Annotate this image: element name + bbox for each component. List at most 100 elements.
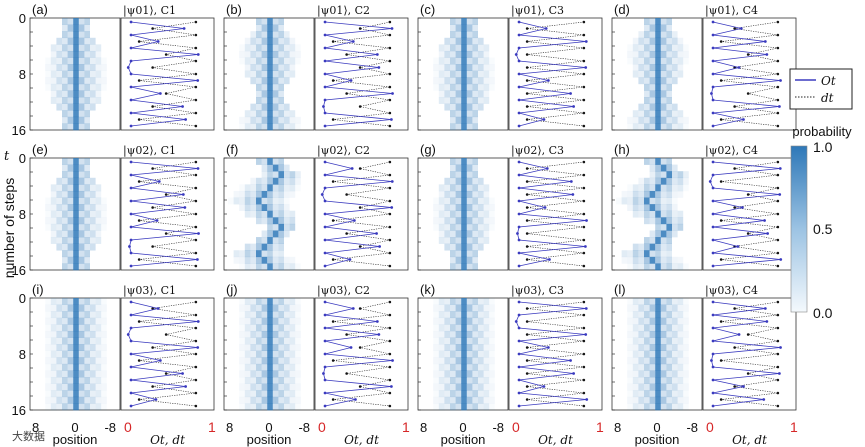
heatmap-cell (649, 317, 656, 325)
heatmap-cell (95, 77, 102, 85)
heatmap-cell (50, 230, 57, 238)
heatmap-cell (455, 377, 462, 384)
heatmap-cell (90, 204, 96, 212)
heatmap-cell (450, 357, 456, 365)
panel-state-label: |ψ03⟩, C4 (705, 284, 758, 298)
heatmap-cell (433, 198, 439, 205)
data-point-d (151, 206, 154, 209)
heatmap-cell (78, 317, 85, 325)
panel-label: (f) (226, 142, 238, 157)
heatmap-cell (73, 31, 79, 39)
heatmap-cell (644, 123, 650, 131)
heatmap-cell (50, 396, 57, 404)
heatmap-cell (444, 383, 450, 391)
heatmap-cell (683, 171, 689, 179)
heatmap-cell (450, 123, 456, 131)
data-point-d (151, 105, 154, 108)
heatmap-cell (95, 317, 102, 325)
heatmap-cell (278, 18, 284, 25)
heatmap-cell (644, 337, 650, 345)
heatmap-cell (73, 184, 79, 192)
heatmap-cell (250, 390, 256, 398)
data-point-d (582, 378, 586, 382)
heatmap-cell (256, 324, 262, 332)
heatmap-cell (627, 50, 633, 58)
heatmap-cell (644, 311, 650, 319)
heatmap-cell (284, 171, 290, 179)
heatmap-cell (489, 204, 495, 212)
heatmap-cell (450, 31, 456, 39)
heatmap-cell (450, 70, 456, 78)
heatmap-cell (466, 337, 473, 345)
heatmap-cell (56, 77, 62, 85)
heatmap-cell (655, 50, 661, 58)
heatmap-cell (666, 304, 672, 312)
heatmap-cell (478, 37, 484, 45)
heatmap-cell (62, 350, 68, 358)
heatmap-cell (73, 158, 79, 165)
heatmap-cell (261, 324, 268, 332)
heatmap-cell (62, 304, 68, 312)
heatmap-cell (455, 158, 462, 165)
heatmap-cell (272, 164, 279, 172)
data-point-d (388, 339, 392, 343)
heatmap-cell (444, 377, 450, 384)
heatmap-cell (45, 77, 51, 85)
heatmap-cell (672, 223, 678, 231)
heatmap-cell (239, 250, 245, 258)
heatmap-cell (250, 177, 256, 185)
heatmap-cell (461, 44, 467, 52)
heatmap-cell (649, 184, 656, 192)
heatmap-cell (660, 317, 667, 325)
heatmap-cell (655, 357, 661, 365)
data-point-d (388, 85, 392, 89)
heatmap-cell (272, 177, 279, 185)
heatmap-cell (289, 311, 296, 319)
heatmap-cell (672, 171, 678, 179)
heatmap-cell (683, 370, 689, 378)
heatmap-cell (660, 90, 667, 98)
heatmap-cell (655, 223, 661, 231)
heatmap-cell (95, 344, 102, 352)
heatmap-cell (261, 64, 268, 72)
heatmap-cell (90, 304, 96, 312)
heatmap-cell (649, 390, 656, 398)
heatmap-cell (267, 263, 273, 271)
heatmap-cell (45, 58, 51, 65)
heatmap-cell (289, 350, 296, 358)
heatmap-cell (45, 224, 51, 231)
data-point-d (137, 320, 141, 323)
heatmap-cell (677, 177, 684, 185)
heatmap-cell (683, 177, 689, 185)
heatmap-cell (73, 370, 79, 378)
heatmap-cell (261, 377, 268, 384)
heatmap-cell (239, 396, 245, 404)
heatmap-cell (95, 184, 102, 192)
heatmap-cell (284, 70, 290, 78)
data-point-d (582, 238, 586, 242)
heatmap-cell (649, 256, 656, 264)
heatmap-cell (660, 64, 667, 72)
heatmap-cell (250, 396, 256, 404)
heatmap-cell (644, 263, 650, 271)
heatmap-cell (444, 204, 450, 212)
heatmap-cell (461, 357, 467, 365)
heatmap-cell (666, 123, 672, 131)
heatmap-cell (677, 110, 684, 118)
heatmap-cell (655, 18, 661, 25)
heatmap-cell (649, 44, 656, 52)
heatmap-cell (433, 304, 439, 312)
heatmap-cell (272, 256, 279, 264)
heatmap-cell (256, 263, 262, 271)
heatmap-cell (666, 390, 672, 398)
x-axis-label-Ot-dt: Ot, dt (732, 433, 767, 447)
heatmap-cell (284, 198, 290, 205)
heatmap-cell (644, 57, 650, 65)
heatmap-cell (478, 57, 484, 65)
heatmap-cell (672, 204, 678, 212)
heatmap-cell (50, 77, 57, 85)
heatmap-cell (649, 377, 656, 384)
heatmap-cell (672, 31, 678, 39)
heatmap-cell (632, 390, 639, 398)
heatmap-cell (267, 44, 273, 52)
